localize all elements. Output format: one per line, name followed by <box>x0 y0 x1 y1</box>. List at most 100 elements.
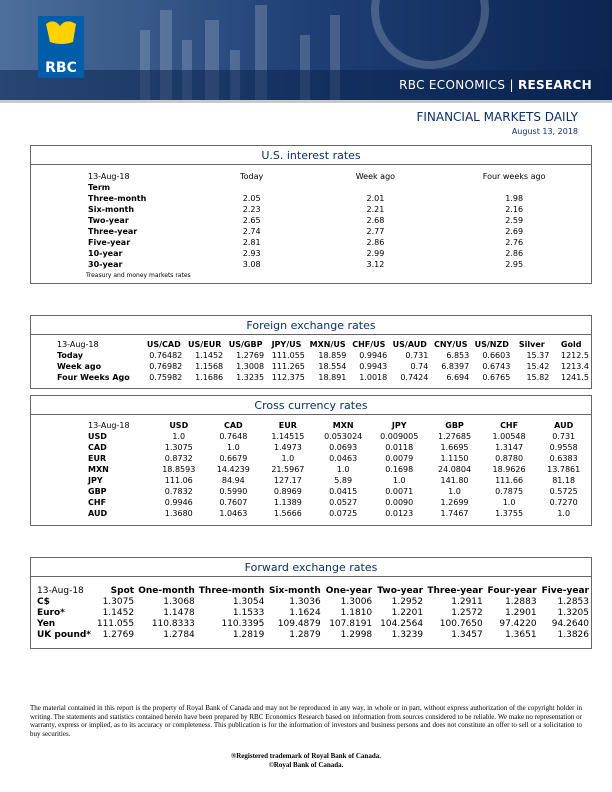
data-label: UK pound* <box>37 629 92 640</box>
header-cell: Two-year <box>377 585 424 596</box>
header-cell: MXN/US <box>309 340 346 349</box>
header-label: 13-Aug-18 <box>88 421 130 430</box>
data-cell: 1.98 <box>505 194 524 203</box>
copyright: ©Royal Bank of Canada. <box>268 761 344 769</box>
data-cell: 109.4879 <box>277 618 321 629</box>
data-cell: 0.7607 <box>219 498 248 507</box>
banner: RBC <box>0 0 612 100</box>
data-cell: 0.0693 <box>329 443 358 452</box>
data-cell: 111.66 <box>495 476 524 485</box>
row: Six-month 2.23 2.21 2.16 <box>86 204 591 215</box>
data-cell: 110.8333 <box>151 618 195 629</box>
header-cell: Three-month <box>198 585 265 596</box>
data-label: Week ago <box>57 362 102 371</box>
data-cell: 1.3054 <box>232 596 265 607</box>
data-cell: 1.2879 <box>289 629 321 640</box>
table: 13-Aug-18 US/CAD US/EUR US/GBP JPY/US MXN/US C… <box>55 339 591 383</box>
data-label: C$ <box>37 596 50 607</box>
data-cell: 0.76482 <box>149 351 183 360</box>
data-label: MXN <box>88 465 109 474</box>
data-cell: 1.3008 <box>236 362 265 371</box>
data-cell: 3.08 <box>242 260 261 269</box>
division: RESEARCH <box>517 78 592 92</box>
header-cell: JPY <box>391 421 407 430</box>
data-cell: 0.0071 <box>385 487 414 496</box>
data-cell: 0.0527 <box>329 498 358 507</box>
row: C$ 1.3075 1.3068 1.3054 1.3036 1.3006 1.2952 1.… <box>35 596 591 607</box>
data-cell: 0.9943 <box>359 362 388 371</box>
row: 13-Aug-18 USD CAD EUR MXN JPY GBP CHF AUD <box>86 420 591 431</box>
data-cell: 0.8732 <box>164 454 193 463</box>
term-label: Term <box>88 183 111 192</box>
data-cell: 1.3068 <box>163 596 195 607</box>
data-cell: 0.8969 <box>273 487 302 496</box>
data-cell: 1.0 <box>448 487 461 496</box>
data-cell: 1.0 <box>502 498 516 507</box>
data-cell: 15.82 <box>526 373 550 382</box>
data-cell: 0.7832 <box>164 487 193 496</box>
data-label: Yen <box>37 618 56 629</box>
data-cell: 1.1686 <box>195 373 224 382</box>
data-cell: 0.0123 <box>385 509 414 518</box>
data-cell: 1.2998 <box>340 629 373 640</box>
row: Yen 111.055 110.8333 110.3395 109.4879 107.81… <box>35 618 591 629</box>
data-cell: 6.853 <box>446 351 470 360</box>
data-cell: 1.3755 <box>495 509 524 518</box>
data-cell: 1.3075 <box>102 596 135 607</box>
data-cell: 0.0090 <box>385 498 414 507</box>
data-cell: 13.7861 <box>547 465 581 474</box>
data-cell: 18.859 <box>318 351 347 360</box>
data-cell: 1.2901 <box>505 607 537 618</box>
data-cell: 0.7424 <box>400 373 429 382</box>
row: Three-month 2.05 2.01 1.98 <box>86 193 591 204</box>
data-cell: 14.4239 <box>216 465 250 474</box>
header-cell: US/EUR <box>188 340 222 349</box>
data-cell: 1.6695 <box>440 443 469 452</box>
data-label: AUD <box>88 509 108 518</box>
data-cell: 2.81 <box>242 238 261 247</box>
table: 13-Aug-18 Today Week ago Four weeks ago Term… <box>86 171 591 270</box>
table: 13-Aug-18 USD CAD EUR MXN JPY GBP CHF AUD USD 1.0 0… <box>86 420 591 519</box>
header-brand: RBC ECONOMICS | RESEARCH <box>399 78 592 92</box>
row: Euro* 1.1452 1.1478 1.1533 1.1624 1.1810 1.220… <box>35 607 591 618</box>
data-label: JPY <box>88 476 103 485</box>
row: USD 1.0 0.7648 1.14515 0.053024 0.009005 1.276… <box>86 431 591 442</box>
data-cell: 100.7650 <box>439 618 483 629</box>
row: Two-year 2.65 2.68 2.59 <box>86 215 591 226</box>
row: JPY 111.06 84.94 127.17 5.89 1.0 141.80 111.66 8… <box>86 475 591 486</box>
data-cell: 0.6679 <box>219 454 248 463</box>
header-cell: CHF/US <box>352 340 386 349</box>
data-cell: 24.0804 <box>437 465 472 474</box>
data-label: CHF <box>88 498 107 507</box>
data-cell: 111.055 <box>271 351 305 360</box>
data-cell: 0.009005 <box>380 432 419 441</box>
header-cell: US/GBP <box>228 340 263 349</box>
data-cell: 1.2572 <box>451 607 483 618</box>
data-cell: 18.891 <box>318 373 347 382</box>
data-cell: 1.0463 <box>219 509 248 518</box>
cross-box: Cross currency rates 13-Aug-18 USD CAD EUR M… <box>30 395 592 526</box>
data-cell: 1241.5 <box>561 373 589 382</box>
data-cell: 1.1150 <box>440 454 469 463</box>
data-cell: 0.76982 <box>149 362 183 371</box>
data-cell: 2.21 <box>366 205 385 214</box>
us-rates-box: U.S. interest rates 13-Aug-18 Today Week a… <box>30 145 592 284</box>
data-cell: 1.2769 <box>236 351 265 360</box>
data-cell: 0.1698 <box>385 465 414 474</box>
logo-lion <box>46 21 76 44</box>
data-cell: 2.59 <box>505 216 524 225</box>
header-cell: Four weeks ago <box>482 172 546 181</box>
data-cell: 2.74 <box>242 227 261 236</box>
row: GBP 0.7832 0.5990 0.8969 0.0415 0.0071 1.0 0.78… <box>86 486 591 497</box>
data-cell: 2.68 <box>366 216 385 225</box>
rule <box>0 100 612 103</box>
data-cell: 1.0 <box>557 509 571 518</box>
data-cell: 0.0463 <box>329 454 358 463</box>
row: Week ago 0.76982 1.1568 1.3008 111.265 18.554… <box>55 361 591 372</box>
data-cell: 1.1478 <box>163 607 195 618</box>
data-cell: 1.0 <box>336 465 350 474</box>
data-cell: 127.17 <box>273 476 302 485</box>
header-cell: Five-year <box>541 585 589 596</box>
data-cell: 1.2883 <box>505 596 537 607</box>
data-cell: 6.694 <box>446 373 470 382</box>
